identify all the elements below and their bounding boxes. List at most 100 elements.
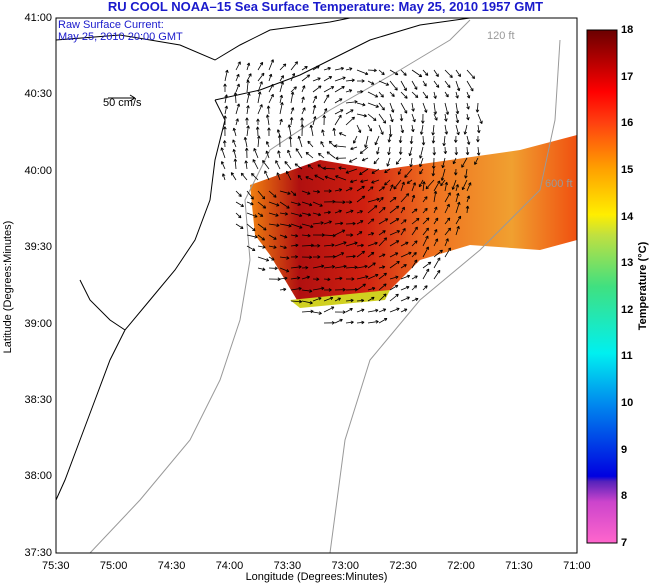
current-arrow [444, 91, 449, 98]
current-arrow [432, 146, 437, 156]
current-arrow [335, 156, 347, 161]
current-arrow [290, 212, 303, 218]
current-arrow [287, 149, 292, 159]
current-arrow [398, 146, 403, 155]
current-arrow [378, 206, 386, 214]
current-arrow [455, 102, 460, 115]
current-arrow [356, 124, 362, 133]
current-arrow [290, 223, 303, 229]
current-arrow [431, 135, 436, 144]
current-arrow [376, 146, 380, 155]
x-axis-label-text: Longitude (Degrees:Minutes) [245, 571, 388, 583]
current-arrow [378, 253, 386, 258]
current-arrow [389, 252, 399, 258]
current-arrow [411, 240, 418, 247]
colorbar-tick-label: 17 [621, 70, 634, 83]
current-arrow [350, 146, 358, 151]
current-arrow [334, 287, 346, 292]
current-arrow [371, 179, 380, 184]
current-arrow [400, 264, 407, 269]
current-arrow [244, 160, 248, 170]
current-arrow [422, 261, 432, 269]
current-arrow [265, 150, 270, 159]
current-arrow [397, 168, 402, 175]
current-arrow [400, 181, 405, 192]
scale-label: 50 cm/s [103, 97, 142, 109]
current-arrow [276, 129, 281, 137]
current-arrow [440, 179, 446, 187]
current-arrow [334, 229, 346, 236]
current-arrow [389, 184, 394, 192]
current-arrow [345, 78, 355, 83]
current-arrow [345, 307, 353, 313]
current-arrow [301, 223, 314, 229]
x-tick-label: 71:30 [505, 560, 533, 572]
current-arrow [223, 115, 227, 126]
current-arrow [464, 168, 468, 179]
current-arrow [220, 147, 226, 159]
current-arrow [323, 306, 335, 313]
current-arrow [433, 229, 438, 236]
current-arrow [312, 95, 317, 104]
current-arrow [301, 190, 311, 195]
current-arrow [444, 181, 449, 192]
current-arrow [400, 219, 407, 225]
annotation-date: May 25, 2010 20:00 GMT [58, 31, 183, 43]
current-arrow [433, 91, 437, 99]
current-arrow [301, 201, 313, 207]
current-arrow [275, 160, 281, 170]
current-arrow [411, 275, 418, 280]
x-tick-label: 74:30 [157, 560, 186, 572]
current-arrow [474, 157, 479, 165]
current-arrow [312, 65, 320, 71]
current-arrow [223, 126, 227, 137]
current-arrow [367, 308, 379, 313]
current-arrow [246, 212, 258, 218]
current-arrow [444, 113, 448, 122]
current-arrow [322, 115, 326, 126]
current-arrow [312, 104, 317, 115]
current-arrow [408, 146, 413, 157]
current-arrow [476, 146, 481, 156]
current-arrow [356, 89, 364, 94]
current-arrow [431, 157, 436, 169]
current-arrow [290, 201, 301, 206]
current-arrow [309, 124, 314, 137]
current-arrow [305, 151, 314, 159]
colorbar-tick-label: 18 [621, 24, 634, 36]
current-arrow [374, 135, 380, 146]
current-arrow [444, 217, 451, 225]
current-arrow [406, 179, 413, 184]
current-arrow [245, 117, 249, 126]
colorbar-tick-label: 12 [621, 303, 634, 316]
current-arrow [328, 140, 336, 148]
current-arrow [312, 212, 322, 217]
current-arrow [367, 102, 379, 108]
current-arrow [356, 298, 365, 303]
current-arrow [384, 179, 391, 186]
current-arrow [444, 124, 449, 135]
x-axis-label: Longitude (Degrees:Minutes) [56, 572, 577, 583]
current-arrow [378, 69, 385, 76]
current-arrow [378, 186, 386, 192]
current-arrow [345, 100, 358, 104]
current-arrow [265, 141, 270, 148]
current-arrow [411, 69, 423, 78]
current-arrow [279, 276, 288, 281]
current-arrow [349, 179, 358, 184]
current-arrow [318, 152, 325, 159]
current-arrow [257, 256, 270, 262]
current-arrow [223, 83, 227, 93]
current-arrow [279, 63, 287, 71]
current-arrow [279, 267, 290, 273]
current-arrow [235, 223, 244, 229]
plot-frame [55, 17, 578, 554]
colorbar-tick-label: 11 [621, 350, 633, 363]
current-arrow [246, 223, 256, 232]
current-arrow [345, 241, 358, 247]
current-arrow [393, 179, 402, 190]
current-arrow [345, 233, 354, 237]
current-arrow [290, 91, 295, 104]
current-arrow [367, 262, 376, 269]
